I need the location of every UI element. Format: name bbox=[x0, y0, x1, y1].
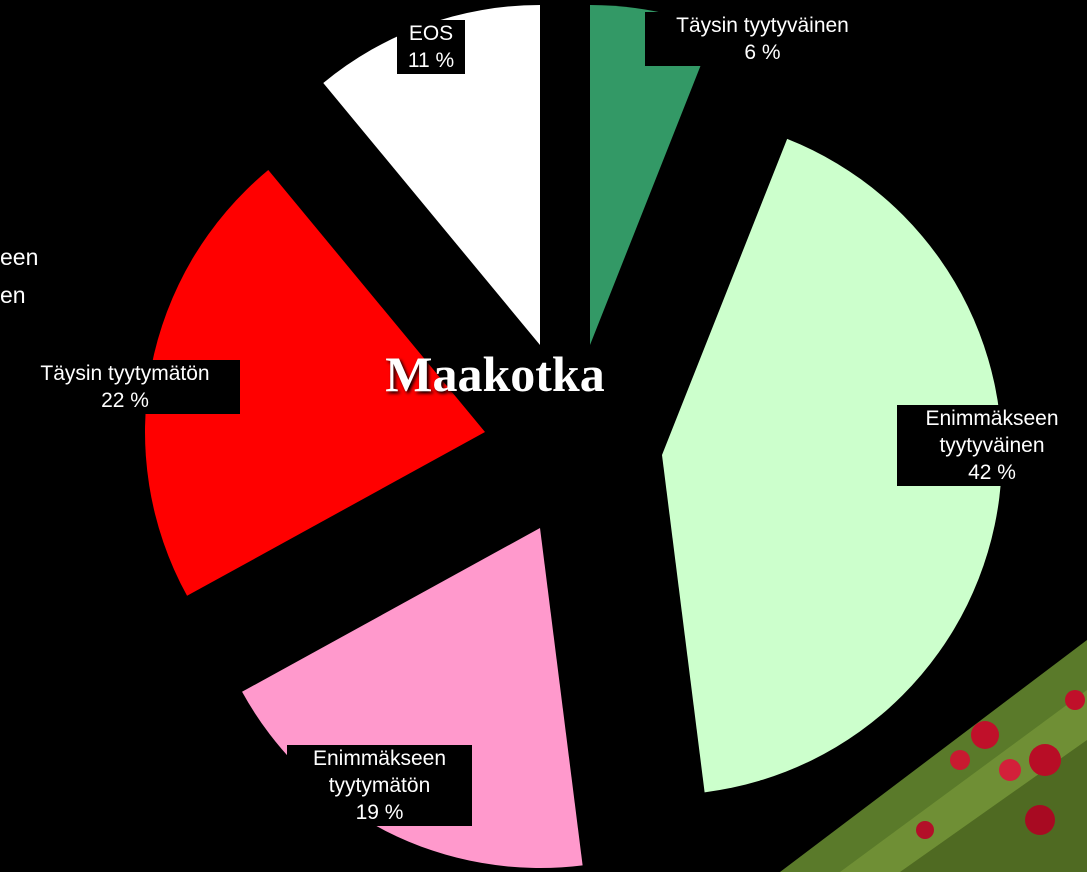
cropped-label: een en bbox=[0, 238, 38, 314]
category-label: Täysin tyytymätön bbox=[10, 360, 240, 387]
category-label: EOS bbox=[397, 20, 465, 47]
category-label: Enimmäkseen tyytyväinen bbox=[897, 405, 1087, 459]
cropped-label-line: een bbox=[0, 238, 38, 276]
slide: een en Täysin tyytyväinen6 % Enimmäkseen … bbox=[0, 0, 1087, 872]
category-label: Enimmäkseen tyytymätön bbox=[287, 745, 472, 799]
value-label: 6 % bbox=[645, 39, 880, 66]
chart-title: Maakotka bbox=[330, 345, 660, 403]
value-label: 22 % bbox=[10, 387, 240, 414]
category-label: Täysin tyytyväinen bbox=[645, 12, 880, 39]
value-label: 11 % bbox=[397, 47, 465, 74]
value-label: 19 % bbox=[287, 799, 472, 826]
value-label: 42 % bbox=[897, 459, 1087, 486]
cropped-label-line: en bbox=[0, 276, 38, 314]
